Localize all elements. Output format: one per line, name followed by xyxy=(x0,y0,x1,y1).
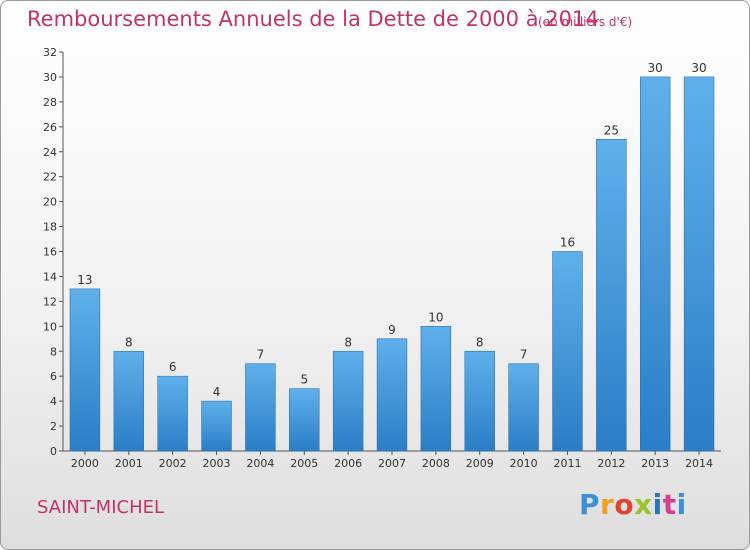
data-labels: 13 8 6 4 7 5 8 9 10 8 7 16 25 30 30 xyxy=(77,61,706,399)
bar-value-label: 9 xyxy=(388,323,396,337)
bar-value-label: 30 xyxy=(648,61,663,75)
bar-value-label: 8 xyxy=(125,335,133,349)
commune-name: SAINT-MICHEL xyxy=(37,497,165,518)
bar-value-label: 6 xyxy=(169,360,177,374)
bar xyxy=(376,338,408,452)
bar-value-label: 13 xyxy=(77,273,92,287)
bar xyxy=(508,363,539,452)
y-tick-label: 16 xyxy=(43,246,57,259)
bar-value-label: 25 xyxy=(604,123,619,137)
x-tick-label: 2010 xyxy=(510,457,538,470)
x-tick-label: 2007 xyxy=(378,457,406,470)
bar-value-label: 7 xyxy=(257,348,265,362)
x-tick-label: 2004 xyxy=(246,457,274,470)
bar-value-label: 5 xyxy=(300,373,308,387)
bar xyxy=(639,76,671,452)
y-tick-label: 26 xyxy=(43,121,57,134)
x-tick-label: 2001 xyxy=(115,457,143,470)
bar xyxy=(464,350,495,452)
y-tick-label: 0 xyxy=(50,445,57,458)
y-tick-label: 20 xyxy=(43,196,57,209)
y-tick-label: 4 xyxy=(50,395,57,408)
y-tick-label: 28 xyxy=(43,96,57,109)
chart-unit: (en milliers d'€) xyxy=(538,15,633,29)
logo-letter: t xyxy=(662,488,677,521)
bar xyxy=(113,350,145,452)
x-tick-label: 2000 xyxy=(71,457,99,470)
y-tick-label: 12 xyxy=(43,295,57,308)
bar xyxy=(683,76,715,452)
bar-value-label: 10 xyxy=(428,310,443,324)
y-tick-label: 8 xyxy=(50,345,57,358)
bar xyxy=(420,326,452,452)
x-tick-label: 2011 xyxy=(553,457,581,470)
bar xyxy=(69,288,101,452)
y-tick-label: 2 xyxy=(50,420,57,433)
x-tick-label: 2006 xyxy=(334,457,362,470)
y-tick-label: 24 xyxy=(43,146,57,159)
y-tick-label: 18 xyxy=(43,221,57,234)
chart-title: Remboursements Annuels de la Dette de 20… xyxy=(27,7,599,31)
bar xyxy=(332,350,364,452)
bar-value-label: 16 xyxy=(560,236,575,250)
y-tick-label: 32 xyxy=(43,46,57,59)
x-tick-label: 2009 xyxy=(466,457,494,470)
y-tick-label: 6 xyxy=(50,370,57,383)
bar-value-label: 7 xyxy=(520,348,528,362)
bar xyxy=(552,251,583,452)
x-tick-label: 2005 xyxy=(290,457,318,470)
logo-letter: P xyxy=(579,488,601,521)
logo-letter: x xyxy=(634,488,653,521)
bar xyxy=(289,388,320,452)
logo-letter: i xyxy=(676,488,687,521)
y-tick-label: 30 xyxy=(43,71,57,84)
y-tick-label: 10 xyxy=(43,320,57,333)
bar xyxy=(245,363,276,452)
bars xyxy=(69,76,715,452)
bar-value-label: 30 xyxy=(691,61,706,75)
logo-letter: r xyxy=(600,488,615,521)
bar xyxy=(201,400,232,452)
bar-value-label: 4 xyxy=(213,385,221,399)
y-tick-label: 14 xyxy=(43,270,57,283)
x-tick-label: 2012 xyxy=(597,457,625,470)
bar-value-label: 8 xyxy=(476,335,484,349)
x-tick-label: 2014 xyxy=(685,457,713,470)
bar-value-label: 8 xyxy=(344,335,352,349)
proxiti-logo[interactable]: Proxiti xyxy=(579,488,687,521)
bar xyxy=(157,375,188,452)
x-tick-label: 2008 xyxy=(422,457,450,470)
logo-letter: o xyxy=(614,488,635,521)
y-tick-label: 22 xyxy=(43,171,57,184)
x-tick-label: 2003 xyxy=(203,457,231,470)
x-tick-label: 2002 xyxy=(159,457,187,470)
bar xyxy=(596,138,627,452)
logo-letter: i xyxy=(652,488,663,521)
x-tick-label: 2013 xyxy=(641,457,669,470)
